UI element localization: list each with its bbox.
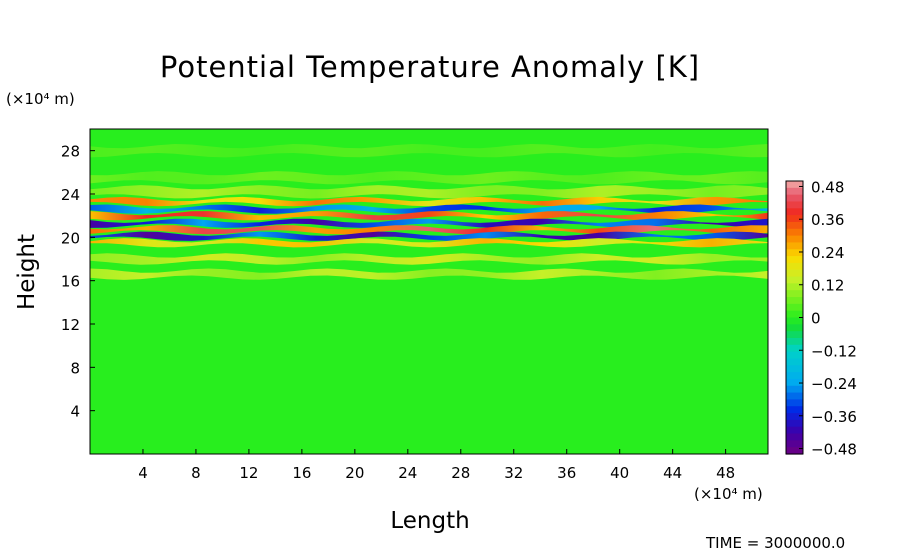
colorbar-label: −0.24 [811,375,857,393]
colorbar-segment [786,378,803,387]
colorbar-segment [786,358,803,366]
y-tick-label: 4 [70,403,80,421]
colorbar-segment [786,413,803,421]
colorbar-segment [786,426,803,435]
anomaly-band [90,171,768,185]
colorbar-label: 0.36 [811,211,844,229]
x-tick-label: 36 [557,464,576,482]
colorbar-segment [786,262,803,271]
anomaly-band [90,253,768,265]
anomaly-band [90,204,768,214]
colorbar-segment [786,221,803,230]
anomaly-band [90,225,768,235]
colorbar-segment [786,385,803,394]
chart-title: Potential Temperature Anomaly [K] [159,50,701,84]
colorbar-segment [786,337,803,346]
x-axis-label: Length [390,508,470,534]
colorbar-segment [786,228,803,237]
x-tick-label: 24 [398,464,417,482]
colorbar-segment [786,392,803,400]
y-tick-label: 28 [61,143,80,161]
colorbar-segment [786,433,803,441]
anomaly-band [90,218,768,228]
x-tick-label: 44 [663,464,682,482]
colorbar-segment [786,297,803,305]
anomaly-band [90,144,768,158]
colorbar-label: 0.24 [811,244,844,262]
colorbar-segment [786,303,803,312]
x-axis-unit: (×10⁴ m) [694,485,763,503]
anomaly-band [90,211,768,221]
x-tick-label: 20 [345,464,364,482]
x-tick-label: 16 [292,464,311,482]
x-tick-label: 12 [239,464,258,482]
colorbar-segment [786,242,803,250]
colorbar-segment [786,351,803,360]
colorbar-segment [786,317,803,325]
plot-frame [89,128,769,455]
colorbar-segment [786,440,803,448]
y-axis-unit: (×10⁴ m) [6,90,75,108]
x-tick-label: 8 [191,464,201,482]
y-tick-label: 24 [61,186,80,204]
colorbar-segment [786,324,803,332]
colorbar-label: −0.36 [811,408,857,426]
colorbar-segment [786,344,803,353]
colorbar-segment [786,201,803,209]
x-tick-label: 32 [504,464,523,482]
colorbar-segment [786,419,803,428]
colorbar-segment [786,187,803,196]
colorbar-label: −0.48 [811,441,857,459]
colorbar-segment [786,215,803,223]
colorbar-segment [786,249,803,257]
colorbar-segment [786,256,803,264]
colorbar-segment [786,194,803,203]
colorbar-segment [786,235,803,244]
x-tick-label: 40 [610,464,629,482]
colorbar-label: −0.12 [811,342,857,360]
colorbar-segment [786,406,803,414]
x-tick-label: 48 [716,464,735,482]
colorbar-segment [786,269,803,278]
colorbar-segment [786,181,803,189]
colorbar-segment [786,276,803,284]
colorbar-segment [786,331,803,339]
colorbar-segment [786,208,803,216]
y-tick-label: 8 [70,359,80,377]
colorbar-label: 0.48 [811,178,844,196]
colorbar-segment [786,399,803,407]
y-tick-label: 16 [61,273,80,291]
y-tick-label: 12 [61,316,80,334]
colorbar-label: 0.12 [811,277,844,295]
colorbar-segment [786,310,803,319]
y-tick-label: 20 [61,229,80,247]
colorbar-segment [786,447,803,455]
colorbar-segment [786,372,803,380]
anomaly-band [90,268,768,280]
colorbar-segment [786,365,803,373]
colorbar-label: 0 [811,310,821,328]
anomaly-band [90,196,768,207]
colorbar-segment [786,290,803,298]
x-tick-label: 28 [451,464,470,482]
x-tick-label: 4 [138,464,148,482]
colorbar-segment [786,283,803,291]
anomaly-band [90,238,768,248]
anomaly-band [90,185,768,199]
